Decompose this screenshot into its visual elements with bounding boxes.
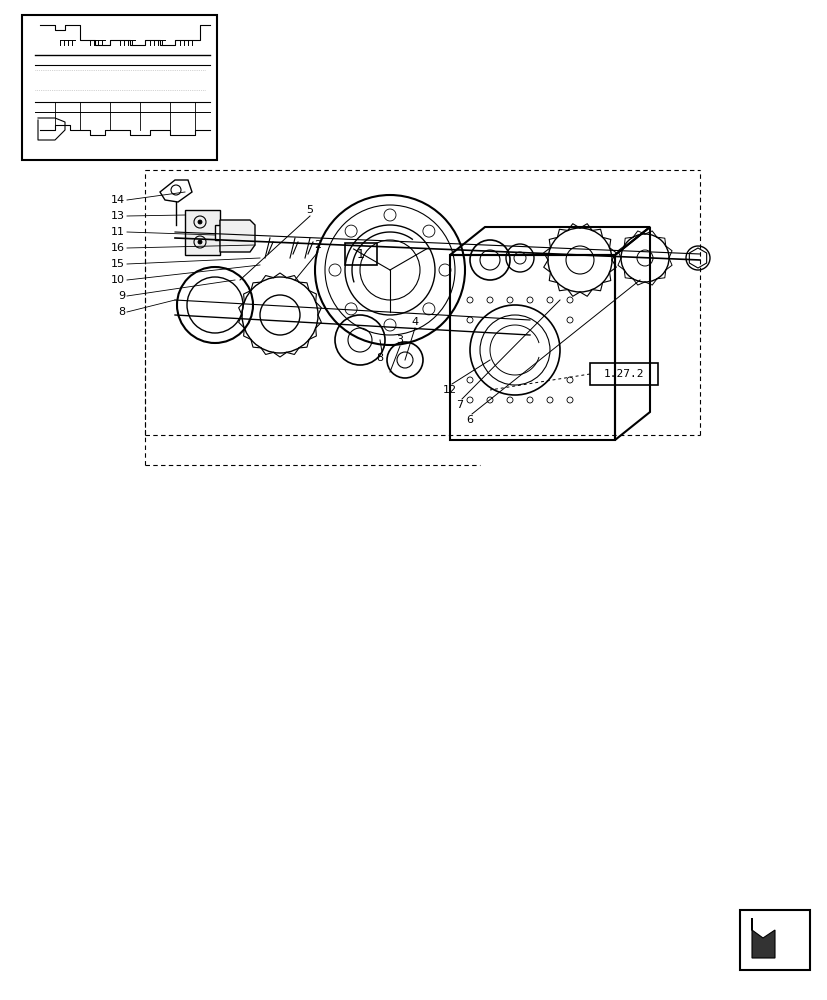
Text: 5: 5 xyxy=(306,205,313,215)
Text: 13: 13 xyxy=(111,211,125,221)
Polygon shape xyxy=(751,918,774,958)
Text: 1: 1 xyxy=(356,247,365,260)
Text: 10: 10 xyxy=(111,275,125,285)
Circle shape xyxy=(198,220,202,224)
Bar xyxy=(449,255,614,440)
Text: 3: 3 xyxy=(396,335,403,345)
Text: 4: 4 xyxy=(411,317,418,327)
Text: 11: 11 xyxy=(111,227,125,237)
Text: 6: 6 xyxy=(466,415,473,425)
Bar xyxy=(739,910,809,970)
Text: 9: 9 xyxy=(117,291,125,301)
Bar xyxy=(345,243,376,265)
Text: 8: 8 xyxy=(117,307,125,317)
Text: 8: 8 xyxy=(376,353,383,363)
Text: 12: 12 xyxy=(442,385,457,395)
Text: 2: 2 xyxy=(314,240,321,250)
Polygon shape xyxy=(220,220,255,252)
Polygon shape xyxy=(184,210,220,255)
Text: 15: 15 xyxy=(111,259,125,269)
Text: 1.27.2: 1.27.2 xyxy=(603,369,643,379)
Bar xyxy=(22,15,217,160)
Text: 16: 16 xyxy=(111,243,125,253)
Text: 7: 7 xyxy=(456,400,463,410)
Circle shape xyxy=(198,240,202,244)
Bar xyxy=(590,363,657,385)
Text: 14: 14 xyxy=(111,195,125,205)
